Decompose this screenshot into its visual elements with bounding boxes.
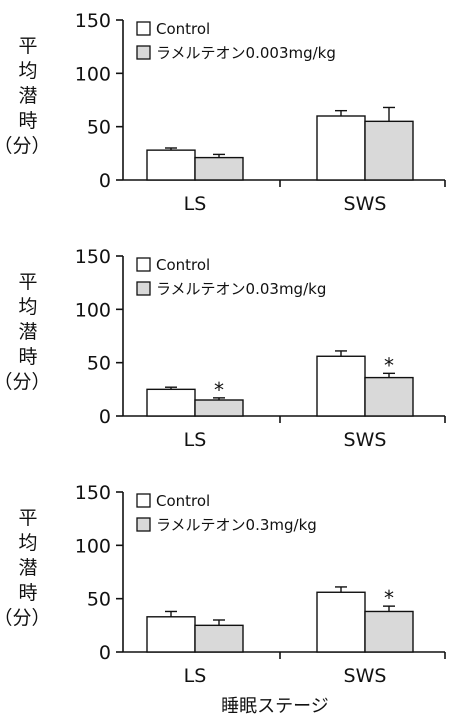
y-axis-label-char: 均 (18, 532, 37, 554)
significance-marker: * (214, 378, 224, 402)
legend-swatch (136, 517, 151, 532)
y-tick-label: 50 (87, 589, 111, 611)
category-label: LS (184, 429, 207, 451)
y-axis-label-char: 平 (18, 35, 37, 57)
y-tick-label: 50 (87, 117, 111, 139)
bar-ramelteon (364, 120, 414, 181)
y-tick-label: 100 (75, 299, 111, 321)
legend-swatch (136, 257, 151, 272)
legend-label: Control (156, 492, 210, 510)
bar-ramelteon (364, 376, 414, 417)
y-axis-label-char: （分） (0, 371, 51, 393)
legend-swatch (136, 21, 151, 36)
category-label: LS (184, 665, 207, 687)
significance-marker: * (384, 586, 394, 610)
legend-swatch (136, 493, 151, 508)
category-label: SWS (344, 429, 387, 451)
y-tick-label: 0 (99, 170, 111, 192)
legend-label: ラメルテオン0.003mg/kg (156, 44, 336, 62)
category-label: SWS (344, 193, 387, 215)
y-axis-label-char: 均 (18, 296, 37, 318)
y-axis-label-char: 時 (18, 346, 37, 368)
bar-control (146, 388, 196, 417)
bar-ramelteon (194, 624, 244, 653)
y-tick-label: 150 (75, 482, 111, 504)
legend-label: Control (156, 20, 210, 38)
category-label: LS (184, 193, 207, 215)
bar-control (316, 591, 366, 653)
y-tick-label: 0 (99, 406, 111, 428)
bar-control (316, 355, 366, 417)
y-tick-label: 100 (75, 535, 111, 557)
bar-control (316, 115, 366, 181)
bar-ramelteon (194, 156, 244, 181)
y-axis-label-char: 時 (18, 582, 37, 604)
y-axis-label-char: 時 (18, 110, 37, 132)
bar-control (146, 616, 196, 653)
legend-label: ラメルテオン0.03mg/kg (156, 280, 326, 298)
legend-label: ラメルテオン0.3mg/kg (156, 516, 317, 534)
x-axis-label: 睡眠ステージ (221, 696, 329, 717)
y-tick-label: 150 (75, 246, 111, 268)
y-tick-label: 150 (75, 10, 111, 32)
y-axis-label-char: 均 (18, 60, 37, 82)
y-axis-label-char: （分） (0, 135, 51, 157)
bar-ramelteon (194, 399, 244, 417)
y-axis-label-char: 平 (18, 271, 37, 293)
legend-label: Control (156, 256, 210, 274)
bar-control (146, 149, 196, 181)
y-tick-label: 50 (87, 353, 111, 375)
y-axis-label-char: （分） (0, 607, 51, 629)
y-axis-label-char: 平 (18, 507, 37, 529)
category-label: SWS (344, 665, 387, 687)
significance-marker: * (384, 353, 394, 377)
y-axis-label-char: 潜 (18, 321, 37, 343)
y-axis-label-char: 潜 (18, 557, 37, 579)
y-tick-label: 0 (99, 642, 111, 664)
y-axis-label-char: 潜 (18, 85, 37, 107)
y-tick-label: 100 (75, 63, 111, 85)
bar-ramelteon (364, 610, 414, 653)
legend-swatch (136, 45, 151, 60)
legend-swatch (136, 281, 151, 296)
